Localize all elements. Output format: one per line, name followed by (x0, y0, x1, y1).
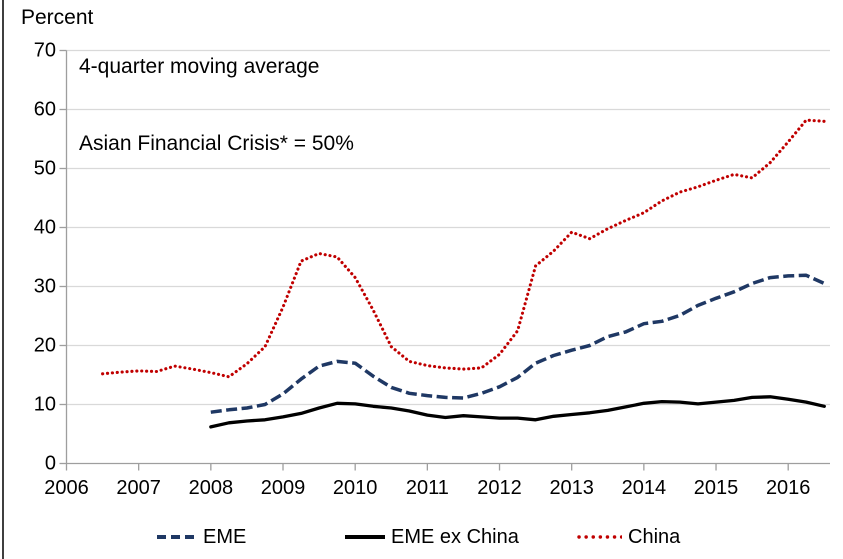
legend-item-eme: EME (157, 523, 246, 551)
chart-legend: EME EME ex China China (0, 523, 843, 553)
eme-ex-china-solid-line-icon (345, 535, 385, 539)
x-tick-label-2015: 2015 (693, 477, 739, 499)
x-tick-label-2016: 2016 (765, 477, 811, 499)
annotation-moving-average: 4-quarter moving average (79, 55, 320, 78)
y-tick-label-60: 60 (33, 98, 56, 120)
series-line-china (101, 118, 826, 379)
y-tick-label-20: 20 (33, 334, 56, 356)
legend-label-eme: EME (203, 525, 247, 548)
y-tick-label-10: 10 (33, 393, 56, 415)
legend-item-eme-ex-china: EME ex China (345, 523, 519, 551)
eme-dashed-line-icon (157, 535, 197, 539)
legend-item-china: China (576, 523, 680, 551)
china-dotted-line-icon (577, 535, 622, 539)
y-tick-label-30: 30 (33, 275, 56, 297)
x-tick-label-2011: 2011 (405, 477, 449, 499)
x-tick-label-2014: 2014 (621, 477, 667, 499)
x-tick-label-2013: 2013 (549, 477, 594, 499)
y-tick-label-50: 50 (33, 157, 56, 179)
y-axis-unit-label: Percent (21, 6, 94, 29)
x-tick-label-2010: 2010 (332, 477, 378, 499)
series-line-eme (210, 273, 826, 414)
x-tick-label-2009: 2009 (260, 477, 306, 499)
legend-label-eme-ex-china: EME ex China (391, 525, 519, 548)
x-tick-label-2007: 2007 (116, 477, 161, 499)
legend-label-china: China (628, 525, 681, 548)
series-line-eme-ex-china (209, 395, 826, 429)
left-edge-border (2, 0, 4, 559)
annotation-asian-financial-crisis: Asian Financial Crisis* = 50% (79, 132, 354, 155)
y-tick-label-0: 0 (44, 452, 56, 474)
x-tick-label-2008: 2008 (188, 477, 234, 499)
x-tick-label-2006: 2006 (44, 477, 89, 499)
y-tick-label-40: 40 (33, 216, 56, 238)
x-tick-label-2012: 2012 (477, 477, 522, 499)
y-tick-label-70: 70 (33, 39, 56, 61)
